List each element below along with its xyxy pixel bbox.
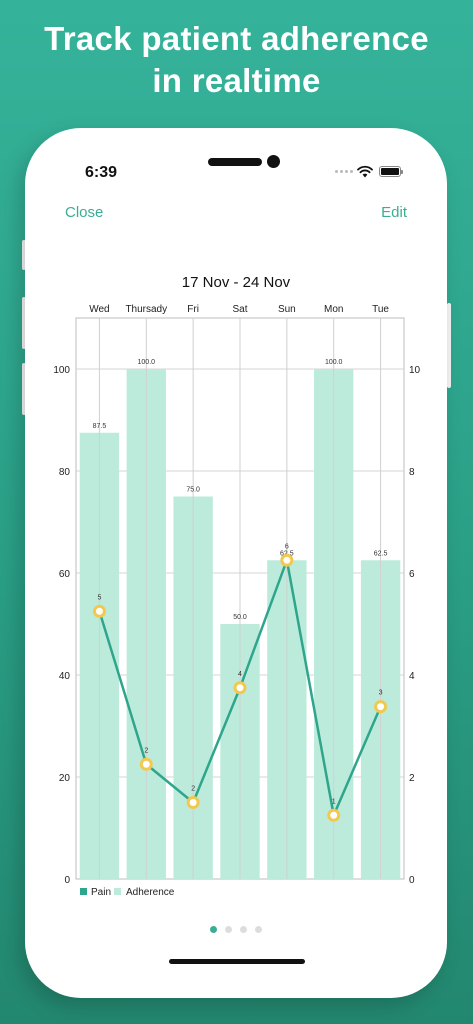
legend-swatch-adherence (114, 888, 121, 895)
phone-side-button-3 (22, 363, 26, 415)
y-right-tick-label: 2 (409, 773, 415, 784)
pain-point-label: 4 (238, 671, 242, 678)
page-dot[interactable] (240, 926, 247, 933)
pain-point (327, 808, 341, 822)
status-time: 6:39 (85, 164, 118, 181)
legend-label-pain: Pain (91, 887, 111, 898)
headline-line-2: in realtime (152, 62, 321, 99)
x-tick-label: Fri (187, 304, 199, 315)
pain-point (233, 681, 247, 695)
adherence-chart: 0 20 40 60 80 100 0 2 4 6 8 10 Wed Thursady Fri Sat Sun M… (53, 304, 421, 898)
wifi-icon (357, 165, 373, 178)
phone-side-button-2 (22, 297, 26, 349)
cellular-signal-icon (335, 170, 353, 174)
pain-point (186, 796, 200, 809)
adherence-bar-label: 100.0 (325, 359, 343, 366)
front-camera (267, 155, 280, 168)
adherence-bar-label: 50.0 (233, 614, 247, 621)
legend-swatch-pain (80, 888, 87, 895)
pain-point (139, 757, 153, 771)
pain-point-label: 6 (285, 543, 289, 550)
pain-point-label: 3 (379, 690, 383, 697)
speaker-grille (208, 158, 262, 166)
home-indicator[interactable] (169, 959, 305, 964)
page-dot[interactable] (255, 926, 262, 933)
x-tick-label: Sat (232, 304, 247, 315)
y-left-tick-label: 100 (53, 365, 70, 376)
y-left-tick-label: 80 (59, 467, 71, 478)
x-tick-label: Mon (324, 304, 343, 315)
pain-point-label: 1 (332, 798, 336, 805)
y-left-tick-label: 40 (59, 671, 71, 682)
headline: Track patient adherence in realtime (0, 18, 473, 102)
pain-point (374, 700, 388, 714)
page-dot[interactable] (225, 926, 232, 933)
legend-label-adherence: Adherence (126, 887, 175, 898)
y-right-tick-label: 10 (409, 365, 421, 376)
pain-point-label: 5 (97, 594, 101, 601)
adherence-bar-label: 75.0 (186, 487, 200, 494)
headline-line-1: Track patient adherence (44, 20, 429, 57)
pain-point (92, 604, 106, 618)
close-button[interactable]: Close (65, 204, 104, 221)
y-right-tick-label: 6 (409, 569, 415, 580)
x-tick-label: Thursady (125, 304, 167, 315)
adherence-bar-label: 62.5 (374, 550, 388, 557)
y-left-tick-label: 60 (59, 569, 71, 580)
y-right-tick-label: 0 (409, 875, 415, 886)
y-right-tick-label: 8 (409, 467, 415, 478)
phone-side-button-4 (447, 303, 451, 388)
pain-point-label: 2 (144, 747, 148, 754)
pain-point-label: 2 (191, 786, 195, 793)
x-tick-label: Tue (372, 304, 389, 315)
y-left-tick-label: 20 (59, 773, 71, 784)
adherence-bar-label: 87.5 (93, 423, 107, 430)
y-right-tick-label: 4 (409, 671, 415, 682)
battery-icon (379, 166, 403, 177)
phone-side-button-1 (22, 240, 26, 270)
pain-point (280, 553, 294, 567)
phone-frame: 6:39 Close Edit 17 Nov - 24 Nov 0 20 40 60 8… (25, 128, 447, 998)
page-dot[interactable] (210, 926, 217, 933)
y-left-tick-label: 0 (64, 875, 70, 886)
chart-title: 17 Nov - 24 Nov (181, 274, 291, 291)
adherence-bar-label: 100.0 (138, 359, 156, 366)
x-tick-label: Wed (89, 304, 109, 315)
adherence-bar-label: 62.5 (280, 550, 294, 557)
edit-button[interactable]: Edit (381, 204, 407, 221)
x-tick-label: Sun (278, 304, 296, 315)
